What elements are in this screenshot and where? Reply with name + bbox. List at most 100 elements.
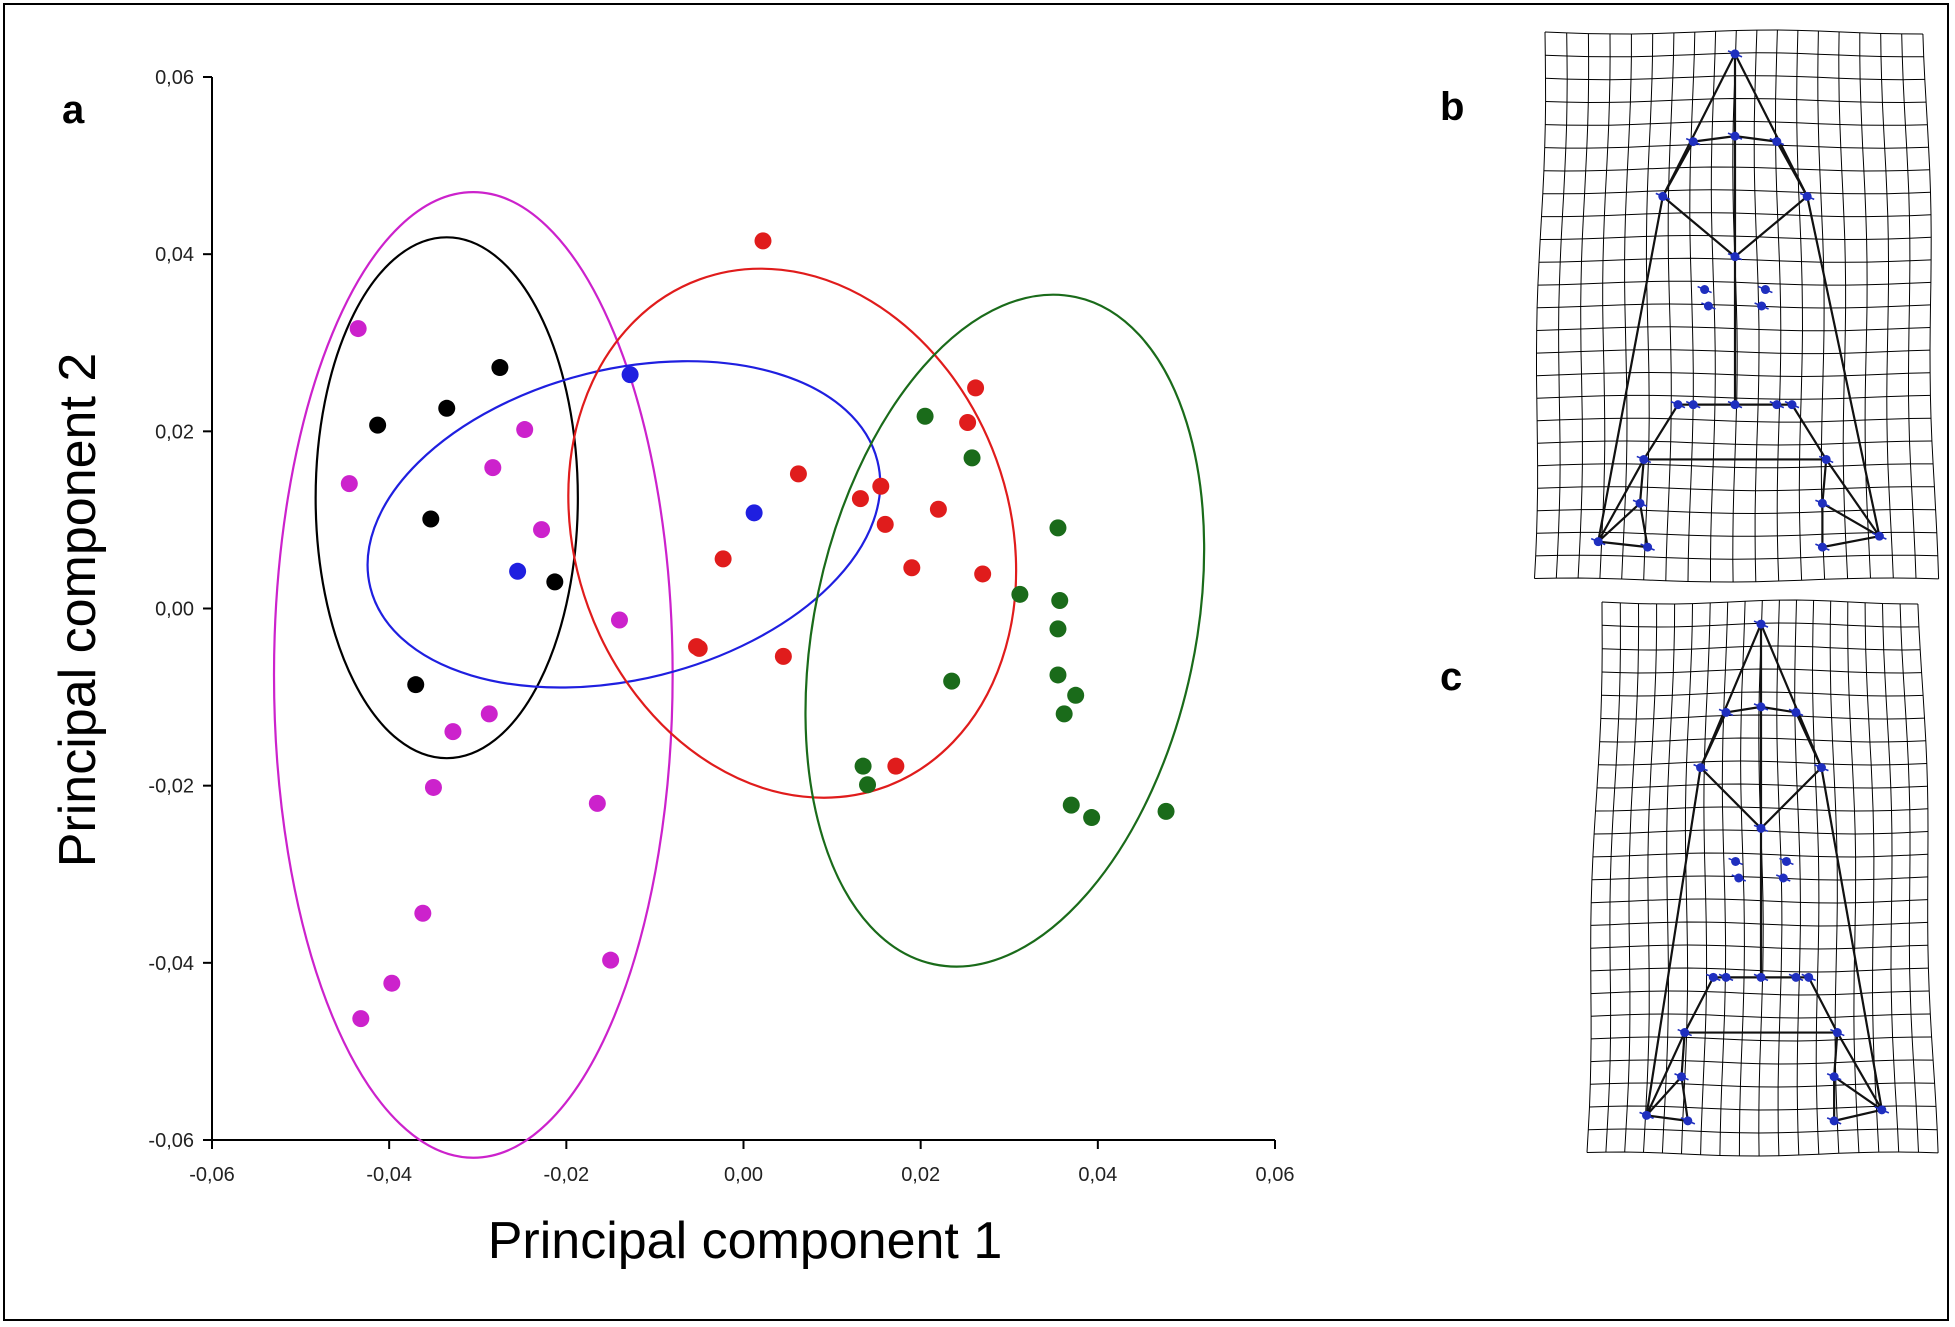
grid-line	[1687, 32, 1696, 582]
data-point	[438, 399, 456, 417]
landmark-vector	[1754, 302, 1769, 310]
data-point	[872, 477, 890, 495]
grid-line	[1588, 1128, 1938, 1134]
landmark-vector	[1685, 137, 1701, 146]
x-tick-label: -0,06	[189, 1164, 235, 1186]
landmark-vector	[1701, 302, 1716, 310]
data-point	[621, 366, 639, 384]
landmark-vector	[1655, 192, 1671, 201]
grid-line	[1847, 601, 1860, 1153]
wireframe-edge	[1699, 766, 1762, 830]
wireframe-edge	[1791, 404, 1828, 461]
landmark-vector	[1718, 973, 1734, 982]
landmark-vector	[1788, 708, 1804, 717]
data-point	[340, 475, 358, 493]
landmark-vector	[1830, 1028, 1845, 1037]
grid-line	[1738, 601, 1746, 1156]
deformation-grid-lines	[1534, 29, 1940, 583]
data-point	[516, 421, 534, 439]
wireframe-edge	[1836, 1032, 1883, 1111]
wireframe-edge	[1638, 459, 1645, 504]
grid-line	[1591, 875, 1928, 881]
landmark-vector	[1788, 973, 1804, 982]
data-point	[963, 449, 981, 467]
wireframe-edge	[1807, 976, 1839, 1034]
data-point	[588, 794, 606, 812]
landmark-vector	[1636, 455, 1652, 464]
data-point	[887, 757, 905, 775]
group-ellipse	[567, 267, 1018, 799]
grid-line	[1599, 33, 1611, 579]
grid-line	[1758, 600, 1764, 1157]
data-point	[546, 573, 564, 591]
landmark-vector	[1758, 285, 1773, 294]
landmark-vector	[1769, 137, 1785, 146]
data-point	[1049, 666, 1067, 684]
grid-line	[1586, 1151, 1939, 1157]
landmark-vector	[1590, 537, 1606, 546]
landmark-vector	[1697, 285, 1712, 294]
grid-line	[1590, 967, 1929, 973]
landmark-vector	[1753, 973, 1769, 982]
landmark-vector	[1872, 532, 1887, 540]
data-point	[854, 757, 872, 775]
landmark-vector	[1753, 703, 1769, 711]
data-point	[407, 676, 425, 694]
grid-line	[1719, 602, 1729, 1156]
grid-line	[1534, 31, 1547, 579]
landmark-vector	[1731, 874, 1747, 882]
landmark-vector	[1779, 857, 1794, 866]
data-point	[414, 904, 432, 922]
landmark-vector	[1818, 455, 1834, 464]
wireframe-edge	[1775, 141, 1809, 197]
data-point	[1067, 686, 1085, 704]
wireframe-edge	[1833, 1108, 1883, 1122]
data-point	[480, 705, 498, 723]
data-point	[1083, 809, 1101, 827]
wireframe-edge	[1680, 1076, 1689, 1122]
wireframe-edge	[1693, 135, 1736, 143]
data-point	[533, 521, 551, 539]
data-point	[745, 504, 763, 522]
wireframe-edge	[1725, 705, 1762, 714]
grid-line	[1681, 603, 1693, 1154]
landmark-vector	[1814, 763, 1829, 772]
data-point	[1157, 802, 1175, 820]
wireframe-edge	[1760, 705, 1797, 714]
data-point	[1055, 705, 1073, 723]
y-tick-label: -0,04	[148, 953, 194, 975]
x-axis-label: Principal component 1	[488, 1212, 1003, 1270]
landmark-vector	[1727, 50, 1743, 58]
grid-line	[1774, 29, 1782, 582]
group-ellipse	[366, 360, 882, 689]
y-tick-label: 0,06	[155, 67, 194, 89]
data-point	[916, 407, 934, 425]
grid-line	[1643, 33, 1654, 580]
grid-line	[1665, 32, 1675, 581]
grid-line	[1601, 691, 1924, 697]
grid-line	[1590, 990, 1930, 996]
wireframe-edge	[1821, 502, 1880, 538]
panel-label-c: c	[1440, 655, 1463, 699]
grid-line	[1838, 31, 1849, 579]
grid-line	[1880, 33, 1894, 579]
wireframe-edge	[1597, 196, 1664, 542]
wireframe-edge	[1820, 767, 1883, 1111]
wireframe-edge	[1638, 503, 1649, 548]
grid-line	[1601, 599, 1918, 605]
y-tick-label: 0,02	[155, 421, 194, 443]
grid-line	[1596, 783, 1928, 789]
grid-line	[1591, 898, 1928, 904]
data-point	[974, 565, 992, 583]
landmark-vector	[1670, 400, 1686, 409]
grid-line	[1590, 1082, 1935, 1088]
data-point	[484, 459, 502, 477]
data-point	[491, 359, 509, 377]
wireframe-edge	[1806, 196, 1881, 537]
grid-line	[1605, 602, 1621, 1153]
wireframe-edge	[1598, 540, 1648, 549]
data-point	[714, 550, 732, 568]
grid-line	[1624, 603, 1640, 1153]
